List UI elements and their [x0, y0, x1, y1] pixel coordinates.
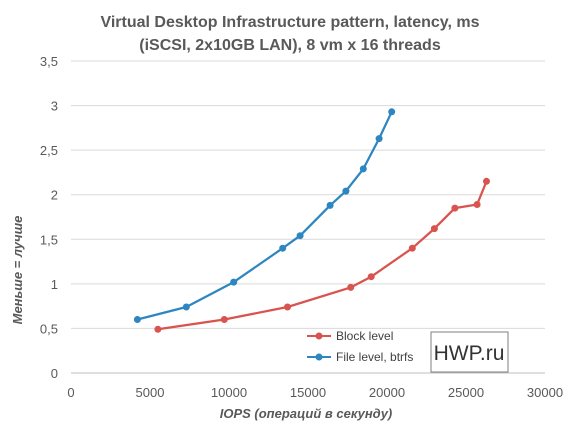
data-point	[367, 273, 375, 281]
x-tick-label: 25000	[448, 385, 484, 400]
x-axis-title: IOPS (операций в секунду)	[220, 406, 393, 421]
data-point	[359, 165, 367, 173]
data-point	[154, 325, 162, 333]
x-tick-label: 0	[67, 385, 74, 400]
y-axis-ticks: 0 0,5 1 1,5 2 2,5 3 3,5	[40, 54, 58, 381]
y-tick-label: 1	[51, 277, 58, 292]
data-point	[388, 108, 396, 116]
data-point	[326, 201, 334, 209]
y-tick-label: 3,5	[40, 54, 58, 69]
data-point	[430, 225, 438, 233]
legend-marker-block	[315, 332, 323, 340]
data-point	[284, 303, 291, 311]
x-axis-ticks: 0 5000 10000 15000 20000 25000 30000	[67, 385, 563, 400]
legend-label-file: File level, btrfs	[336, 350, 413, 364]
legend-label-block: Block level	[336, 329, 393, 343]
watermark-box	[430, 331, 509, 373]
data-point	[473, 201, 481, 208]
legend-marker-file	[315, 353, 323, 361]
data-point	[279, 244, 287, 252]
data-point	[451, 204, 459, 212]
data-point	[483, 177, 490, 185]
data-point	[342, 187, 350, 195]
y-tick-label: 2	[51, 188, 58, 203]
x-tick-label: 30000	[527, 385, 563, 400]
watermark-text: HWP.ru	[434, 342, 505, 365]
y-tick-label: 0	[51, 366, 58, 381]
x-tick-label: 10000	[211, 385, 247, 400]
y-axis-title: Меньше = лучше	[10, 216, 25, 325]
data-point	[182, 303, 190, 311]
data-point	[347, 283, 355, 291]
data-point	[296, 232, 304, 240]
series-1	[154, 177, 490, 333]
data-point	[408, 244, 416, 252]
chart-title-line2: (iSCSI, 2x10GB LAN), 8 vm x 16 threads	[139, 37, 441, 54]
watermark: HWP.ru	[430, 331, 509, 373]
data-point	[133, 316, 141, 323]
series-line	[137, 111, 393, 321]
grid	[71, 60, 545, 374]
data-point	[220, 316, 228, 323]
data-point	[375, 135, 383, 143]
series-line	[157, 180, 488, 331]
series-2	[133, 108, 396, 323]
y-tick-label: 2,5	[40, 143, 58, 158]
x-tick-label: 15000	[290, 385, 326, 400]
y-tick-label: 1,5	[40, 232, 58, 247]
y-tick-label: 0,5	[40, 321, 58, 336]
x-tick-label: 5000	[136, 385, 165, 400]
chart-title-line1: Virtual Desktop Infrastructure pattern, …	[100, 14, 479, 31]
x-tick-label: 20000	[369, 385, 405, 400]
y-tick-label: 3	[51, 99, 58, 114]
legend: Block level File level, btrfs	[307, 329, 413, 364]
plot-series	[133, 108, 490, 333]
data-point	[230, 278, 238, 286]
